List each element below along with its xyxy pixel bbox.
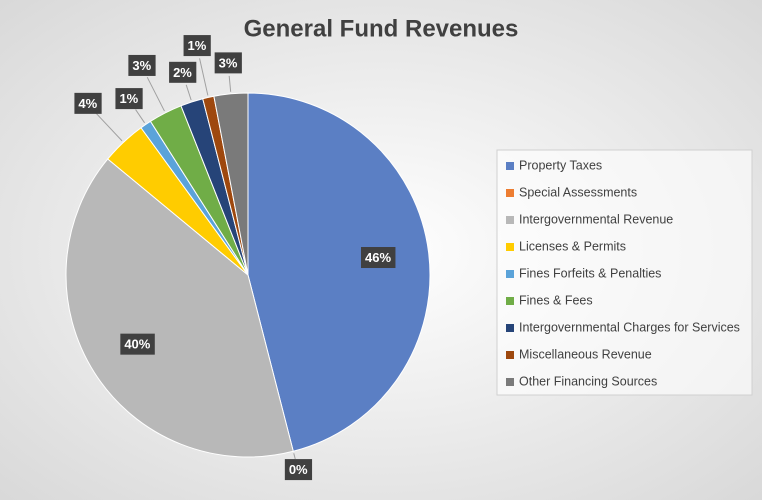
label-box — [128, 54, 156, 76]
label-box — [120, 333, 155, 355]
label-box — [74, 92, 102, 114]
data-label: 46% — [365, 250, 391, 265]
data-label: 3% — [132, 58, 151, 73]
legend-swatch — [506, 243, 514, 251]
leader-line — [135, 109, 145, 124]
label-box — [360, 247, 396, 269]
legend-label: Property Taxes — [519, 158, 602, 172]
data-label: 1% — [188, 38, 207, 53]
label-box — [284, 459, 313, 481]
leader-line — [146, 76, 165, 112]
label-box — [214, 52, 242, 74]
legend-swatch — [506, 270, 514, 278]
legend-swatch — [506, 216, 514, 224]
data-label: 1% — [119, 91, 138, 106]
data-label: 4% — [78, 96, 97, 111]
chart-title: General Fund Revenues — [244, 15, 519, 42]
legend-label: Intergovernmental Revenue — [519, 212, 673, 226]
data-label: 2% — [173, 65, 192, 80]
legend-label: Special Assessments — [519, 185, 637, 199]
legend-swatch — [506, 351, 514, 359]
pie-slice — [213, 92, 249, 276]
legend-swatch — [506, 162, 514, 170]
pie-slice — [65, 158, 294, 458]
data-label: 40% — [124, 337, 150, 352]
leader-line — [228, 75, 232, 92]
legend-box — [496, 149, 753, 396]
label-box — [169, 61, 197, 83]
legend-label: Other Financing Sources — [519, 374, 657, 388]
leader-line — [185, 84, 192, 101]
data-label: 0% — [289, 462, 308, 477]
legend-swatch — [506, 378, 514, 386]
pie-slice — [247, 92, 431, 452]
legend-swatch — [506, 189, 514, 197]
legend-swatch — [506, 297, 514, 305]
legend-label: Fines & Fees — [519, 293, 593, 307]
legend-label: Licenses & Permits — [519, 239, 626, 253]
label-box — [183, 35, 211, 57]
legend-label: Miscellaneous Revenue — [519, 347, 652, 361]
label-box — [115, 88, 143, 110]
leader-line — [293, 453, 296, 460]
legend-label: Fines Forfeits & Penalties — [519, 266, 661, 280]
legend-swatch — [506, 324, 514, 332]
leader-line — [199, 58, 209, 96]
data-label: 3% — [219, 55, 238, 70]
legend-label: Intergovernmental Charges for Services — [519, 320, 740, 334]
leader-line — [95, 112, 123, 142]
